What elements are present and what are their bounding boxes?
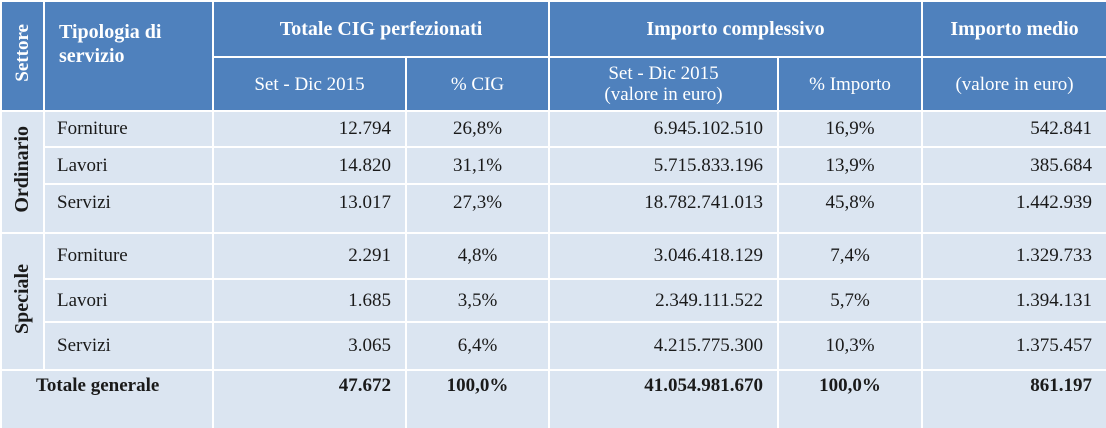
- cell-pct-cig: 3,5%: [404, 278, 551, 323]
- cell-pct-importo: 10,3%: [777, 321, 924, 371]
- cell-medio: 1.442.939: [921, 183, 1106, 234]
- cell-pct-importo: 5,7%: [777, 278, 924, 323]
- sector-label-ordinario: Ordinario: [0, 110, 45, 234]
- cell-tipologia: Forniture: [43, 110, 214, 148]
- cell-importo: 18.782.741.013: [548, 183, 780, 234]
- header-importo-medio: Importo medio: [921, 0, 1106, 58]
- cell-cig: 2.291: [212, 232, 407, 280]
- cell-medio: 1.329.733: [921, 232, 1106, 280]
- table-row: Ordinario Forniture 12.794 26,8% 6.945.1…: [0, 110, 1106, 234]
- cell-tipologia: Servizi: [43, 321, 214, 371]
- header-settore: Settore: [0, 0, 45, 112]
- cell-cig: 12.794: [212, 110, 407, 148]
- cell-pct-cig: 4,8%: [404, 232, 551, 280]
- total-label: Totale generale: [0, 369, 214, 428]
- header-sub-valore-in-euro: (valore in euro): [921, 56, 1106, 112]
- cell-tipologia: Lavori: [43, 146, 214, 185]
- table-row: Speciale Forniture 2.291 4,8% 3.046.418.…: [0, 232, 1106, 371]
- cell-cig: 1.685: [212, 278, 407, 323]
- header-sub-set-dic: Set - Dic 2015: [212, 56, 407, 112]
- cell-pct-cig: 27,3%: [404, 183, 551, 234]
- cell-pct-importo: 45,8%: [777, 183, 924, 234]
- cell-importo: 5.715.833.196: [548, 146, 780, 185]
- cell-cig: 3.065: [212, 321, 407, 371]
- cell-importo: 6.945.102.510: [548, 110, 780, 148]
- table-row: Lavori 14.820 31,1% 5.715.833.196 13,9% …: [1, 146, 1106, 185]
- cell-cig: 13.017: [212, 183, 407, 234]
- header-sub-set-dic-valore: Set - Dic 2015 (valore in euro): [548, 56, 780, 112]
- table-row: Servizi 13.017 27,3% 18.782.741.013 45,8…: [1, 183, 1106, 234]
- cell-medio: 1.394.131: [921, 278, 1106, 323]
- cell-medio: 542.841: [921, 110, 1106, 148]
- cell-tipologia: Forniture: [43, 232, 214, 280]
- cell-tipologia: Lavori: [43, 278, 214, 323]
- table-row: Lavori 1.685 3,5% 2.349.111.522 5,7% 1.3…: [1, 278, 1106, 323]
- total-medio: 861.197: [921, 369, 1106, 428]
- sector-label-speciale: Speciale: [0, 232, 45, 371]
- header-importo-complessivo: Importo complessivo: [548, 0, 924, 58]
- cell-pct-cig: 6,4%: [404, 321, 551, 371]
- header-sub-pct-importo: % Importo: [777, 56, 924, 112]
- header-sub-set-dic-valore-line2: (valore in euro): [604, 84, 723, 105]
- cell-medio: 1.375.457: [921, 321, 1106, 371]
- cell-pct-cig: 31,1%: [404, 146, 551, 185]
- total-row: Totale generale 47.672 100,0% 41.054.981…: [0, 369, 1106, 428]
- total-cig: 47.672: [212, 369, 407, 428]
- header-sub-pct-cig: % CIG: [404, 56, 551, 112]
- cell-pct-importo: 16,9%: [777, 110, 924, 148]
- total-importo: 41.054.981.670: [548, 369, 780, 428]
- cell-importo: 2.349.111.522: [548, 278, 780, 323]
- cell-tipologia: Servizi: [43, 183, 214, 234]
- total-pct-importo: 100,0%: [777, 369, 924, 428]
- header-totale-cig: Totale CIG perfezionati: [211, 0, 551, 58]
- table-row: Servizi 3.065 6,4% 4.215.775.300 10,3% 1…: [1, 321, 1106, 371]
- cell-medio: 385.684: [921, 146, 1106, 185]
- header-tipologia: Tipologia di servizio: [43, 0, 214, 112]
- header-sub-set-dic-valore-line1: Set - Dic 2015: [608, 63, 719, 84]
- cell-cig: 14.820: [212, 146, 407, 185]
- cell-pct-importo: 7,4%: [777, 232, 924, 280]
- cell-pct-cig: 26,8%: [404, 110, 551, 148]
- total-pct-cig: 100,0%: [404, 369, 551, 428]
- cell-pct-importo: 13,9%: [777, 146, 924, 185]
- cell-importo: 3.046.418.129: [548, 232, 780, 280]
- cell-importo: 4.215.775.300: [548, 321, 780, 371]
